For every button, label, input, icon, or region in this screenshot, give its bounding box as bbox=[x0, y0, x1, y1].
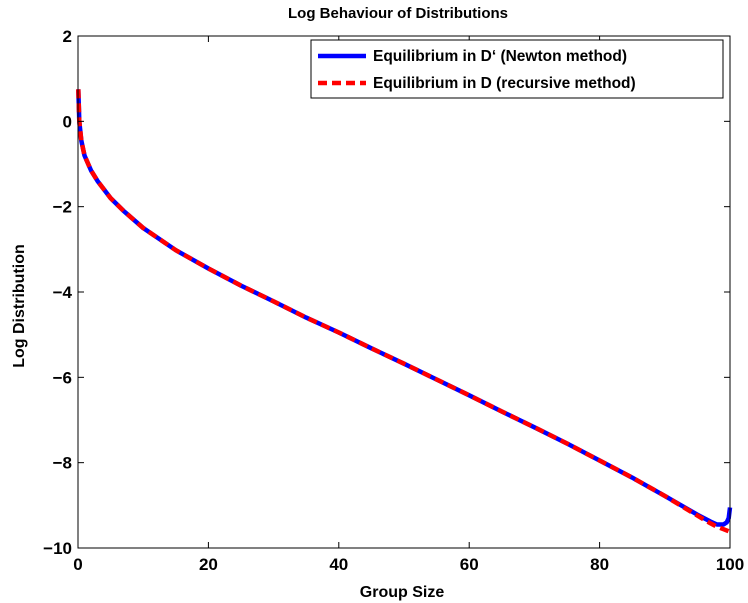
legend-label-recursive: Equilibrium in D (recursive method) bbox=[373, 75, 636, 92]
series-layer bbox=[76, 89, 733, 534]
x-tick-label: 20 bbox=[199, 555, 218, 574]
legend-box bbox=[310, 39, 724, 99]
y-tick-label: 2 bbox=[63, 27, 72, 46]
y-tick-label: −6 bbox=[53, 368, 72, 387]
tick-layer: 0 20 40 60 80 100 −10 −8 −6 −4 −2 0 2 bbox=[43, 27, 744, 574]
x-tick-label: 100 bbox=[716, 555, 744, 574]
y-tick-label: −4 bbox=[53, 283, 73, 302]
y-tick-label: −2 bbox=[53, 198, 72, 217]
y-axis-label: Log Distribution bbox=[11, 244, 28, 368]
y-tick-label: 0 bbox=[63, 112, 72, 131]
x-tick-label: 40 bbox=[329, 555, 348, 574]
legend-label-newton: Equilibrium in D‘ (Newton method) bbox=[373, 48, 627, 65]
y-tick-label: −8 bbox=[53, 454, 72, 473]
x-tick-label: 0 bbox=[73, 555, 82, 574]
x-tick-label: 60 bbox=[460, 555, 479, 574]
chart-title: Log Behaviour of Distributions bbox=[288, 5, 508, 22]
x-tick-label: 80 bbox=[590, 555, 609, 574]
x-axis-label: Group Size bbox=[360, 584, 445, 601]
plot-area bbox=[78, 36, 730, 548]
y-tick-label: −10 bbox=[43, 539, 72, 558]
legend: Equilibrium in D‘ (Newton method) Equili… bbox=[310, 39, 724, 99]
